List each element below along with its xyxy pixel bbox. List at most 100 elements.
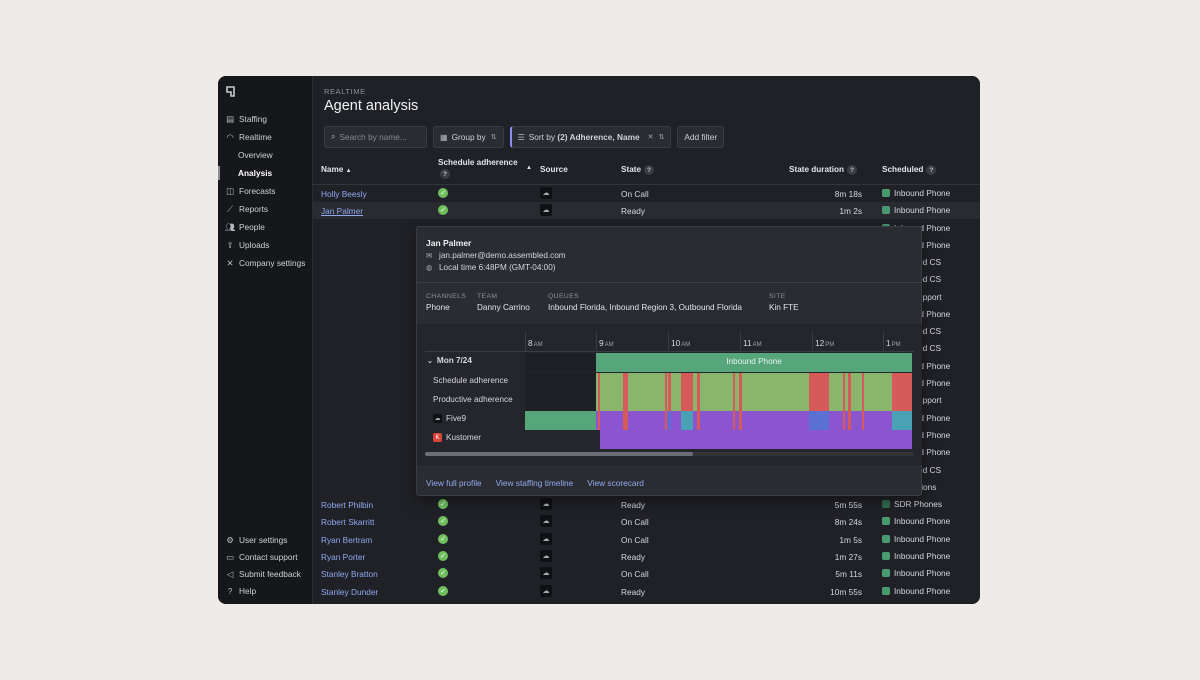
question-icon: ? <box>227 585 233 596</box>
table-row[interactable]: Holly Beesly ✓ ☁ On Call 8m 18s Inbound Phone <box>313 185 980 202</box>
state-duration: 1m 5s <box>839 535 862 545</box>
sidebar-item-contact-support[interactable]: ▭ Contact support <box>226 551 298 562</box>
scheduled-activity: SDR Phones <box>882 499 942 509</box>
column-adherence[interactable]: Schedule adherence? <box>438 158 518 179</box>
add-filter-button[interactable]: Add filter <box>677 126 725 148</box>
main-content: REALTIME Agent analysis ⌕ Search by name.… <box>313 76 980 604</box>
queues-value: Inbound Florida, Inbound Region 3, Outbo… <box>548 303 742 312</box>
check-icon: ✓ <box>438 534 448 544</box>
check-icon: ✓ <box>438 551 448 561</box>
sidebar-item-uploads[interactable]: ⇪ Uploads <box>226 240 270 250</box>
timeline-segment <box>892 392 912 411</box>
column-duration[interactable]: State duration? <box>789 165 858 175</box>
timeline-segment <box>525 411 596 430</box>
timeline-segment <box>681 411 693 430</box>
chat-icon: ▭ <box>226 551 234 562</box>
scheduled-activity: Inbound Phone <box>882 534 950 544</box>
agent-name-link[interactable]: Stanley Bratton <box>321 569 378 579</box>
activity-swatch <box>882 569 890 577</box>
timeline-hour-gridline <box>596 332 597 351</box>
queues-label: QUEUES <box>548 293 580 300</box>
sidebar-item-user-settings[interactable]: ⚙ User settings <box>226 534 288 545</box>
column-source[interactable]: Source <box>540 165 568 174</box>
timeline-segment <box>843 373 845 392</box>
sort-asc-icon: ▲ <box>526 165 532 171</box>
agent-name-link[interactable]: Holly Beesly <box>321 189 367 199</box>
help-icon[interactable]: ? <box>847 165 858 175</box>
sidebar-item-realtime[interactable]: ◠ Realtime <box>226 132 272 142</box>
activity-swatch <box>882 189 890 197</box>
sidebar-item-forecasts[interactable]: ◫ Forecasts <box>226 186 276 196</box>
table-row[interactable]: Stanley Dunder ✓ ☁ Ready 10m 55s Inbound Phon… <box>313 583 980 600</box>
table-row[interactable]: Ryan Porter ✓ ☁ Ready 1m 27s Inbound Phone <box>313 548 980 565</box>
timeline-schedule-adherence-bar <box>525 373 912 392</box>
timeline-segment <box>681 392 693 411</box>
scheduled-activity-label: Inbound Phone <box>726 357 782 366</box>
chevron-down-icon: ⌄ <box>427 357 433 365</box>
team-value: Danny Carrino <box>477 303 530 312</box>
gear-icon: ⚙ <box>226 534 234 545</box>
sidebar-item-overview[interactable]: Overview <box>238 150 273 160</box>
column-state[interactable]: State? <box>621 165 655 175</box>
table-row[interactable]: Ryan Bertram ✓ ☁ On Call 1m 5s Inbound Phone <box>313 531 980 548</box>
timeline-scroll-thumb[interactable] <box>425 452 693 456</box>
state-duration: 5m 55s <box>834 500 862 510</box>
timeline-segment <box>843 411 845 430</box>
agent-name-link[interactable]: Ryan Bertram <box>321 535 373 545</box>
sidebar-item-staffing[interactable]: ▤ Staffing <box>226 114 267 124</box>
check-icon: ✓ <box>438 188 448 198</box>
timeline-segment <box>739 411 742 430</box>
state-duration: 8m 24s <box>834 517 862 527</box>
five9-icon: ☁ <box>540 515 552 527</box>
timeline-segment <box>623 392 628 411</box>
view-full-profile-link[interactable]: View full profile <box>426 478 482 488</box>
column-name[interactable]: Name ▲ <box>321 165 352 174</box>
table-row[interactable]: Stanley Bratton ✓ ☁ On Call 5m 11s Inbound Ph… <box>313 565 980 582</box>
sidebar-item-reports[interactable]: ⟋ Reports <box>218 200 313 218</box>
group-by-button[interactable]: ▦ Group by ⇅ <box>433 126 504 148</box>
table-row[interactable]: Jan Palmer ✓ ☁ Ready 1m 2s Inbound Phone <box>313 202 980 219</box>
staffing-timeline: 8AM 9AM 10AM 11AM 12PM 1PM ⌄ Mon 7/24 Schedule… <box>417 324 922 465</box>
five9-icon: ☁ <box>540 550 552 562</box>
sort-button[interactable]: ☰ Sort by (2) Adherence, Name ✕ ⇅ <box>509 126 672 148</box>
check-icon: ✓ <box>438 499 448 509</box>
help-icon[interactable]: ? <box>644 165 655 175</box>
timeline-schedule-bar: Inbound Phone <box>525 353 912 372</box>
agent-name-link[interactable]: Stanley Dunder <box>321 587 379 597</box>
activity-swatch <box>882 517 890 525</box>
sidebar-item-company-settings[interactable]: ✕ Company settings <box>226 258 306 268</box>
view-scorecard-link[interactable]: View scorecard <box>587 478 644 488</box>
timeline-hour-gridline <box>668 332 669 351</box>
sidebar-item-submit-feedback[interactable]: ◁ Submit feedback <box>226 568 301 579</box>
agent-name-link[interactable]: Jan Palmer <box>321 206 363 216</box>
agent-state: On Call <box>621 189 649 199</box>
assembled-logo-icon[interactable] <box>226 86 237 97</box>
column-scheduled[interactable]: Scheduled? <box>882 165 937 175</box>
sidebar-item-help[interactable]: ? Help <box>218 582 313 599</box>
agent-name-link[interactable]: Robert Philbin <box>321 500 374 510</box>
sidebar-item-people[interactable]: 👥︎ People <box>224 221 265 233</box>
timeline-segment <box>809 392 829 411</box>
help-icon[interactable]: ? <box>926 165 937 175</box>
sidebar-bottom-nav: ⚙ User settings ▭ Contact support ◁ Submit … <box>218 531 313 599</box>
view-staffing-timeline-link[interactable]: View staffing timeline <box>495 478 574 488</box>
table-row[interactable]: Robert Skarritt ✓ ☁ On Call 8m 24s Inbound Ph… <box>313 513 980 530</box>
clear-icon[interactable]: ✕ <box>647 134 654 141</box>
timeline-scrollbar[interactable] <box>425 452 914 456</box>
page-eyebrow: REALTIME <box>324 87 366 96</box>
sidebar-item-analysis[interactable]: Analysis <box>218 164 313 182</box>
agent-state: Ready <box>621 552 645 562</box>
timeline-day-row[interactable]: ⌄ Mon 7/24 <box>427 356 472 365</box>
agent-name-link[interactable]: Robert Skarritt <box>321 517 375 527</box>
help-icon[interactable]: ? <box>440 169 450 179</box>
timeline-hour-label: 8AM <box>528 338 543 348</box>
timeline-segment <box>623 373 628 392</box>
table-row[interactable]: Robert Philbin ✓ ☁ Ready 5m 55s SDR Phones <box>313 496 980 513</box>
agent-name-link[interactable]: Ryan Porter <box>321 552 366 562</box>
search-input[interactable]: ⌕ Search by name... <box>324 126 427 148</box>
team-label: TEAM <box>477 293 498 300</box>
timeline-segment <box>600 430 912 449</box>
upload-icon: ⇪ <box>226 240 234 250</box>
check-icon: ✓ <box>438 586 448 596</box>
timeline-segment <box>598 373 600 392</box>
